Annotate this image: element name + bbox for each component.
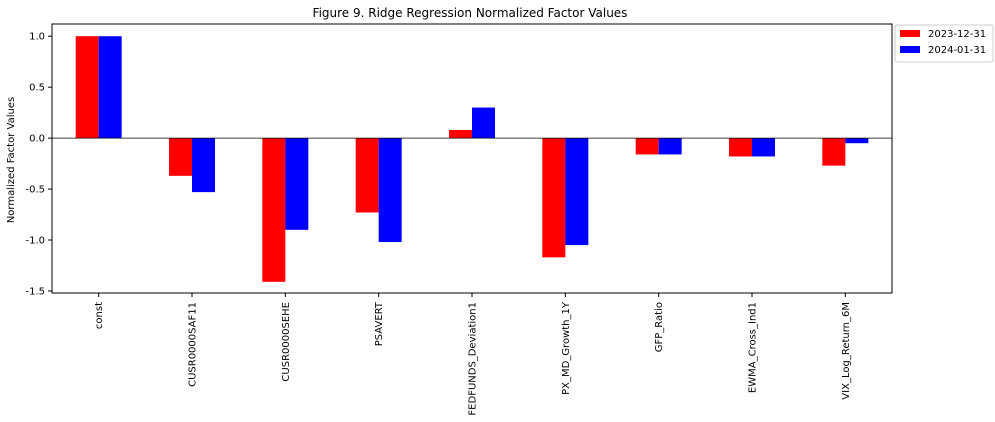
bar	[729, 138, 752, 157]
bar	[635, 138, 659, 155]
x-tick-label: PX_MD_Growth_1Y	[561, 301, 572, 395]
x-tick-label: CUSR0000SEHE	[281, 302, 292, 382]
bar	[752, 138, 775, 157]
legend-label: 2023-12-31	[928, 29, 986, 40]
y-tick-label: -0.5	[25, 185, 45, 196]
bar	[845, 138, 869, 144]
x-tick-label: GFP_Ratio	[654, 302, 665, 352]
chart-title: Figure 9. Ridge Regression Normalized Fa…	[313, 6, 628, 20]
bar	[192, 138, 215, 193]
legend-swatch	[900, 30, 920, 37]
bar	[169, 138, 192, 176]
bar	[285, 138, 309, 230]
legend: 2023-12-31 2024-01-31	[894, 24, 994, 63]
bar	[822, 138, 846, 166]
x-tick-label: const	[94, 302, 105, 329]
y-ticks-group: 1.0 0.5 0.0 -0.5 -1.0 -1.5	[25, 32, 52, 297]
bar	[565, 138, 589, 246]
plot-frame	[51, 23, 893, 294]
legend-label: 2024-01-31	[928, 45, 986, 56]
legend-swatch	[900, 46, 920, 53]
y-tick-label: 1.0	[29, 32, 45, 43]
bar	[542, 138, 566, 258]
bar	[98, 36, 122, 139]
bars-group	[75, 36, 869, 282]
bar	[472, 107, 495, 139]
y-tick-label: -1.5	[25, 286, 45, 297]
x-ticks-group: const CUSR0000SAF11 CUSR0000SEHE PSAVERT FED…	[94, 293, 852, 416]
y-tick-label: 0.5	[29, 83, 45, 94]
y-axis-label: Normalized Factor Values	[6, 97, 17, 223]
x-tick-label: CUSR0000SAF11	[188, 302, 199, 387]
bar	[262, 138, 286, 282]
x-tick-label: EWMA_Cross_Ind1	[748, 302, 759, 393]
x-tick-label: VIX_Log_Return_6M	[841, 302, 852, 400]
bar	[449, 129, 472, 139]
bar	[355, 138, 379, 213]
bar	[75, 36, 99, 139]
x-tick-label: FEDFUNDS_Deviation1	[468, 302, 479, 416]
y-tick-label: -1.0	[25, 236, 45, 247]
y-tick-label: 0.0	[29, 134, 45, 145]
bar	[658, 138, 682, 155]
bar	[378, 138, 402, 243]
x-tick-label: PSAVERT	[374, 301, 385, 346]
